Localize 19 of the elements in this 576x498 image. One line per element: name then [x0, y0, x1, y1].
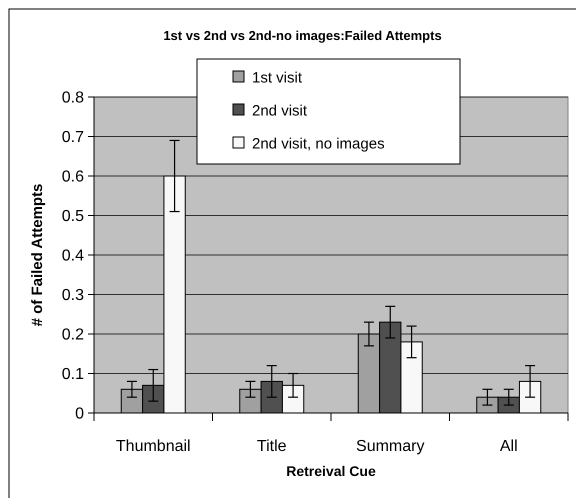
y-tick-label: 0.8: [62, 90, 84, 107]
x-tick-label: Summary: [356, 438, 424, 455]
y-axis-title: # of Failed Attempts: [29, 184, 46, 326]
y-tick-label: 0: [75, 406, 84, 423]
legend-label: 2nd visit: [252, 102, 308, 120]
y-tick-label: 0.6: [62, 168, 84, 186]
y-tick-label: 0.7: [62, 129, 84, 146]
y-tick-label: 0.1: [62, 366, 84, 384]
x-tick-label: All: [500, 438, 518, 455]
y-tick-label: 0.4: [62, 248, 84, 265]
x-tick-label: Title: [256, 438, 287, 455]
y-tick-label: 0.2: [62, 326, 84, 344]
chart-title: 1st vs 2nd vs 2nd-no images:Failed Attempts: [163, 28, 442, 43]
y-tick-label: 0.5: [62, 208, 84, 226]
x-axis-title: Retreival Cue: [286, 463, 376, 479]
y-tick-label: 0.3: [62, 287, 84, 304]
legend-label: 2nd visit, no images: [252, 135, 385, 152]
x-tick-label: Thumbnail: [116, 438, 191, 455]
legend-label: 1st visit: [252, 69, 303, 86]
